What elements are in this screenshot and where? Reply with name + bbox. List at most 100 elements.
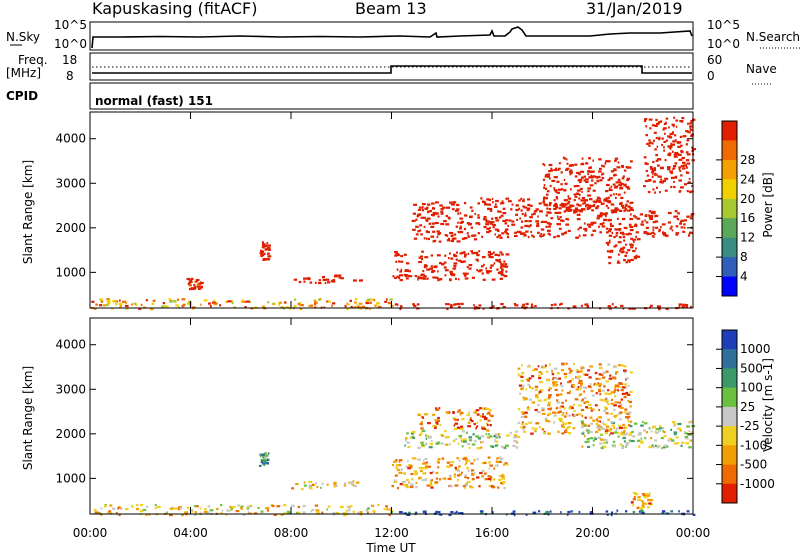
- data-cell: [565, 217, 568, 220]
- data-cell: [605, 214, 607, 218]
- data-cell: [607, 389, 610, 392]
- data-cell: [558, 418, 563, 421]
- data-cell: [354, 301, 357, 304]
- data-cell: [559, 204, 563, 207]
- data-cell: [525, 230, 529, 233]
- data-cell: [623, 371, 627, 374]
- data-cell: [690, 133, 694, 136]
- data-cell: [437, 270, 439, 273]
- data-cell: [566, 202, 570, 205]
- data-cell: [675, 175, 678, 178]
- y-tick-label: 4000: [55, 132, 86, 146]
- data-cell: [608, 234, 613, 237]
- data-cell: [434, 481, 439, 484]
- data-cell: [690, 120, 693, 123]
- data-cell: [543, 196, 546, 199]
- data-cell: [99, 298, 103, 301]
- data-cell: [610, 224, 614, 227]
- data-cell: [650, 167, 654, 171]
- data-cell: [540, 372, 543, 375]
- data-cell: [389, 298, 393, 301]
- data-cell: [465, 272, 469, 275]
- data-cell: [539, 234, 541, 237]
- data-cell: [334, 274, 338, 277]
- data-cell: [686, 171, 690, 174]
- data-cell: [599, 179, 602, 182]
- data-cell: [541, 407, 545, 410]
- data-cell: [357, 305, 360, 308]
- data-cell: [562, 412, 565, 415]
- data-cell: [680, 444, 683, 447]
- data-cell: [321, 276, 325, 279]
- data-cell: [573, 199, 576, 202]
- data-cell: [518, 199, 521, 202]
- data-cell: [583, 227, 588, 231]
- data-cell: [486, 423, 489, 426]
- data-cell: [427, 422, 431, 425]
- data-cell: [427, 237, 430, 241]
- data-cell: [611, 424, 615, 427]
- data-cell: [543, 203, 546, 206]
- data-cell: [557, 217, 560, 221]
- data-cell: [647, 494, 651, 497]
- data-cell: [499, 272, 503, 275]
- data-cell: [615, 196, 617, 199]
- x-tick-label: 08:00: [274, 526, 309, 540]
- data-cell: [314, 504, 319, 507]
- data-cell: [466, 459, 470, 462]
- data-cell: [537, 403, 540, 407]
- data-cell: [260, 453, 264, 456]
- data-cell: [627, 166, 632, 169]
- data-cell: [625, 442, 630, 445]
- data-cell: [614, 401, 618, 404]
- data-cell: [555, 197, 559, 200]
- data-cell: [599, 231, 602, 234]
- x-tick-label: 04:00: [173, 526, 208, 540]
- data-cell: [502, 202, 505, 205]
- data-cell: [534, 408, 538, 412]
- data-cell: [394, 466, 399, 469]
- data-cell: [652, 139, 655, 142]
- data-cell: [195, 279, 200, 282]
- data-cell: [187, 282, 191, 285]
- data-cell: [259, 251, 264, 255]
- data-cell: [674, 152, 679, 155]
- data-cell: [449, 231, 454, 235]
- data-cell: [420, 233, 423, 236]
- data-cell: [640, 437, 643, 440]
- data-cell: [333, 481, 337, 484]
- data-cell: [484, 417, 488, 420]
- data-cell: [118, 302, 123, 305]
- data-cell: [549, 510, 552, 513]
- data-cell: [678, 168, 681, 171]
- data-cell: [529, 204, 533, 207]
- data-cell: [665, 117, 669, 120]
- data-cell: [578, 379, 583, 383]
- data-cell: [678, 305, 681, 308]
- data-cell: [498, 474, 502, 478]
- data-cell: [567, 381, 571, 384]
- data-cell: [500, 263, 504, 266]
- data-cell: [602, 389, 605, 392]
- data-cell: [587, 424, 591, 427]
- data-cell: [105, 303, 109, 307]
- data-cell: [522, 396, 526, 399]
- data-cell: [630, 439, 635, 443]
- data-cell: [559, 303, 561, 306]
- data-cell: [608, 228, 612, 231]
- data-cell: [515, 208, 519, 212]
- data-cell: [630, 258, 634, 261]
- data-cell: [461, 418, 465, 421]
- data-cell: [344, 305, 347, 308]
- data-cell: [618, 253, 620, 256]
- colorbar-tick-label: 4: [740, 270, 748, 284]
- data-cell: [335, 484, 338, 487]
- data-cell: [663, 122, 667, 125]
- data-cell: [662, 233, 667, 236]
- data-cell: [186, 277, 190, 281]
- data-cell: [122, 300, 126, 303]
- data-cell: [685, 166, 688, 169]
- data-cell: [552, 383, 556, 386]
- data-cell: [681, 117, 685, 120]
- data-cell: [625, 377, 629, 380]
